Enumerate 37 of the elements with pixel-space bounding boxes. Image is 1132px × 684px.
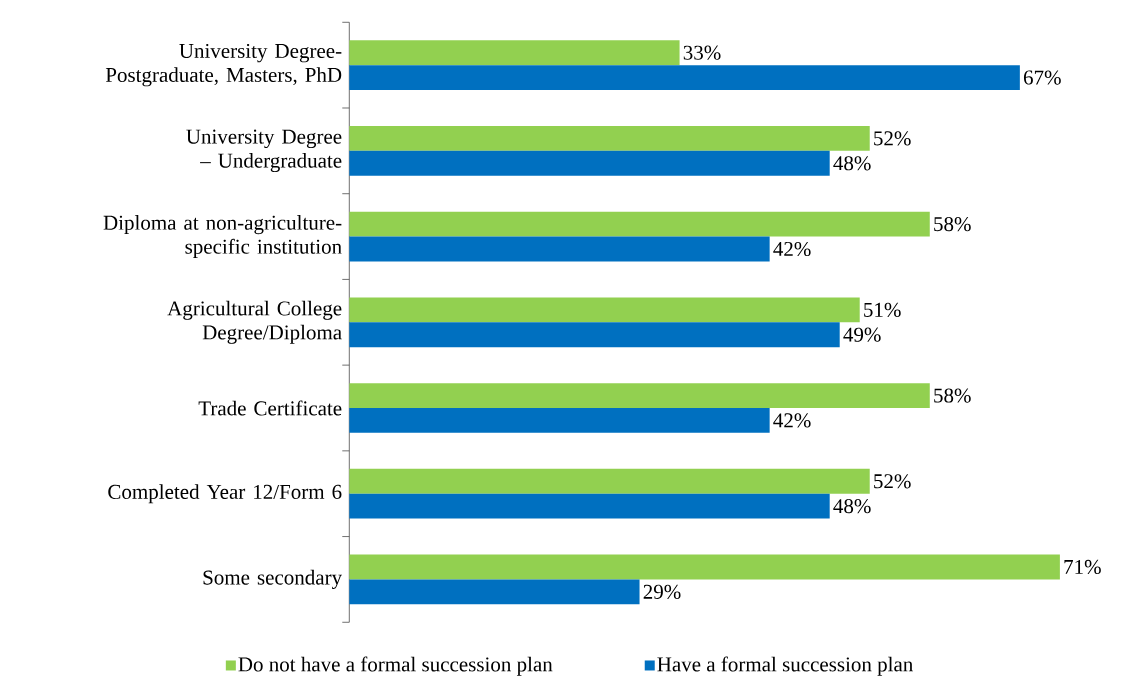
data-label: 58%: [934, 217, 971, 232]
y-tick-label: Some secondary: [203, 569, 343, 589]
data-label: 52%: [874, 131, 911, 146]
bar: [349, 322, 840, 348]
data-label: 48%: [833, 156, 871, 171]
y-tick-label: Agricultural College Degree/Diploma: [167, 300, 342, 344]
data-label: 67%: [1023, 70, 1061, 85]
bar: [349, 236, 770, 262]
data-label: 29%: [643, 584, 681, 599]
y-tick-label: University Degree – Undergraduate: [186, 129, 342, 173]
bar: [349, 579, 640, 605]
bar: [349, 468, 870, 494]
bar: [349, 65, 1020, 90]
y-tick-label: University Degree-Postgraduate, Masters, PhD: [105, 43, 342, 87]
y-tick-label: Trade Certificate: [198, 400, 342, 416]
data-label: 49%: [843, 327, 881, 342]
bar: [349, 383, 930, 408]
bar: [349, 40, 680, 66]
bar: [349, 493, 830, 519]
data-label: 58%: [934, 388, 971, 403]
bar: [349, 407, 770, 433]
data-label: 51%: [864, 302, 901, 317]
data-label: 42%: [773, 413, 811, 428]
data-label: 33%: [683, 45, 721, 60]
data-label: 52%: [874, 474, 911, 489]
bar: [349, 125, 870, 151]
bar: [349, 150, 830, 176]
bar: [349, 297, 860, 323]
legend-label: Do not have a formal succession plan: [238, 656, 553, 676]
bar: [349, 554, 1060, 580]
legend-label: Have a formal succession plan: [657, 656, 913, 676]
data-label: 71%: [1064, 559, 1101, 575]
y-tick-label: Diploma at non-agriculture-specific institution: [103, 215, 342, 259]
bar: [349, 211, 930, 237]
data-label: 48%: [833, 499, 871, 514]
y-tick-label: Completed Year 12/Form 6: [108, 484, 342, 504]
data-label: 42%: [773, 241, 811, 257]
